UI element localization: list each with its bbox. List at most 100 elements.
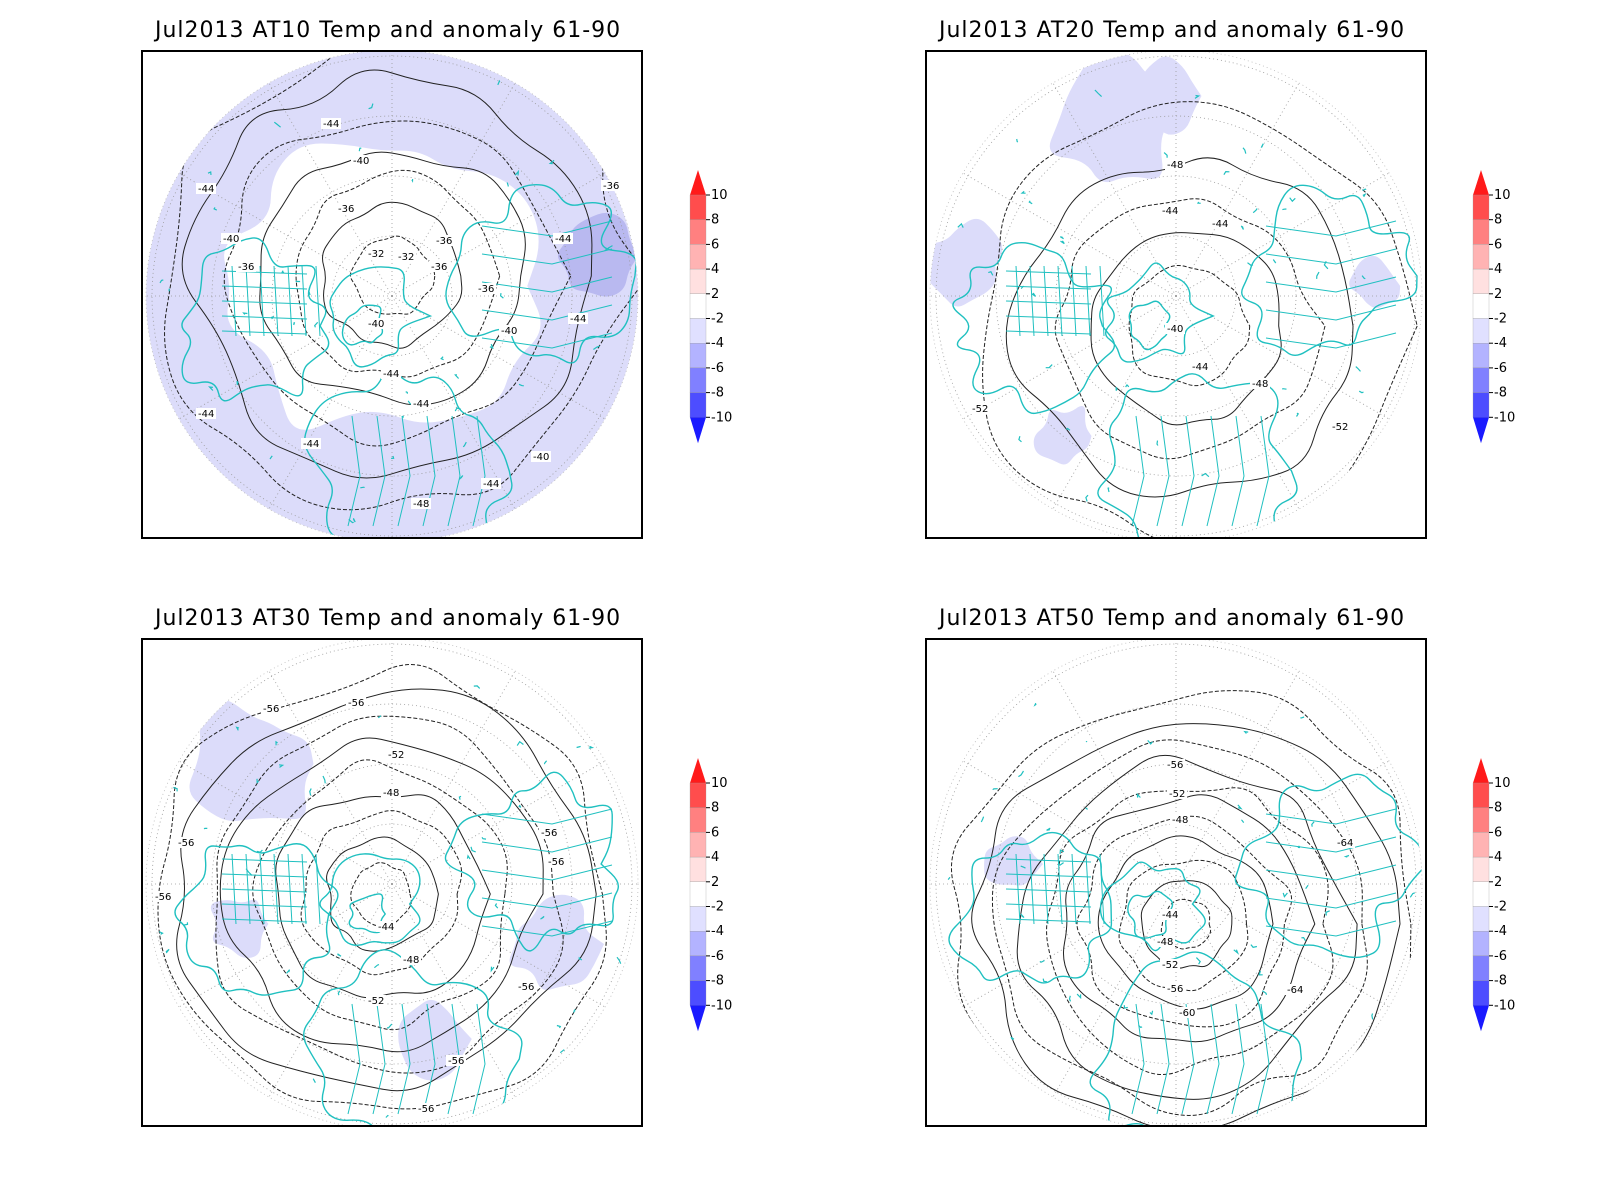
- colorbar-segment: [689, 955, 707, 981]
- contour-label: -36: [478, 284, 494, 295]
- colorbar-arrow-down: [1473, 417, 1489, 444]
- contour-label-bg: [1285, 984, 1305, 995]
- contour-label-bg: [531, 451, 551, 462]
- contour-label: -44: [303, 439, 319, 450]
- panel-title-at30: Jul2013 AT30 Temp and anomaly 61-90: [155, 606, 622, 631]
- contour-label-bg: [346, 697, 366, 708]
- contour-label: -44: [1162, 206, 1178, 217]
- coastlines: [947, 702, 1422, 1125]
- colorbar-label: 10: [711, 776, 728, 791]
- contour-label-bg: [429, 261, 449, 272]
- panel-title-at10: Jul2013 AT10 Temp and anomaly 61-90: [155, 18, 622, 43]
- contour-label: -56: [548, 857, 564, 868]
- contour-label: -64: [1287, 985, 1303, 996]
- colorbar-segment: [689, 906, 707, 932]
- contour-label: -56: [1167, 984, 1183, 995]
- colorbar-segment: [689, 980, 707, 1006]
- colorbar-label: -6: [1494, 949, 1507, 964]
- temperature-contours: [951, 690, 1412, 1125]
- anomaly-shading: [930, 52, 1401, 465]
- colorbar-label: 10: [1494, 188, 1511, 203]
- contour-label-bg: [1165, 159, 1185, 170]
- colorbar-segment: [689, 293, 707, 319]
- colorbar-segment: [1472, 906, 1490, 932]
- contour-label-bg: [1170, 814, 1190, 825]
- contour-label-bg: [321, 118, 341, 129]
- colorbar-segment: [1472, 931, 1490, 957]
- contour-label: -48: [403, 955, 419, 966]
- contour-label: -52: [1332, 422, 1348, 433]
- colorbar-label: -2: [711, 312, 724, 327]
- colorbar-label: 8: [1494, 801, 1502, 816]
- colorbar-segment: [689, 832, 707, 858]
- contour-label: -52: [388, 750, 404, 761]
- contour-label: -56: [348, 698, 364, 709]
- panel-title-at50: Jul2013 AT50 Temp and anomaly 61-90: [939, 606, 1406, 631]
- contour-label-bg: [539, 827, 559, 838]
- contour-label: -56: [541, 828, 557, 839]
- contour-label: -56: [448, 1056, 464, 1067]
- colorbar-arrow-up: [690, 758, 706, 783]
- colorbar-arrow-up: [1473, 758, 1489, 783]
- colorbar-label: -2: [1494, 312, 1507, 327]
- contour-label-bg: [301, 438, 321, 449]
- contour-label: -60: [1179, 1008, 1195, 1019]
- colorbar-segment: [689, 194, 707, 220]
- contour-label-bg: [411, 398, 431, 409]
- map-disk: [930, 640, 1422, 1125]
- colorbar-label: -8: [711, 974, 724, 989]
- colorbar-segment: [689, 244, 707, 270]
- colorbar-label: 4: [1494, 262, 1502, 277]
- contour-label-bg: [481, 478, 501, 489]
- colorbar-segment: [1472, 782, 1490, 808]
- colorbar-segment: [1472, 832, 1490, 858]
- colorbar-arrow-up: [690, 170, 706, 195]
- colorbar-at50: 10 8 6 4 2 -2 -4 -6 -8 -10: [1471, 758, 1531, 1042]
- colorbar-segment: [1472, 807, 1490, 833]
- colorbar-label: -10: [711, 998, 732, 1013]
- colorbar-segment: [1472, 293, 1490, 319]
- colorbar-at10: 10 8 6 4 2 -2 -4 -6 -8 -10: [688, 170, 748, 454]
- contour-label: -44: [378, 922, 394, 933]
- colorbar-label: 6: [1494, 237, 1502, 252]
- contour-label: -56: [418, 1104, 434, 1115]
- colorbar-label: -8: [1494, 386, 1507, 401]
- contour-label-bg: [416, 1103, 436, 1114]
- coastlines: [158, 685, 622, 1125]
- colorbar-segment: [1472, 881, 1490, 907]
- contour-label-bg: [196, 183, 216, 194]
- colorbar-segment: [689, 219, 707, 245]
- colorbar-segment: [1472, 955, 1490, 981]
- colorbar-segment: [1472, 367, 1490, 393]
- contour-label-bg: [601, 180, 621, 191]
- colorbar-label: 2: [1494, 875, 1502, 890]
- temperature-contours: [164, 52, 638, 511]
- coastlines: [952, 89, 1418, 537]
- colorbar-label: 4: [711, 262, 719, 277]
- colorbar-label: 4: [711, 850, 719, 865]
- colorbar-segment: [1472, 856, 1490, 882]
- colorbar-at20: 10 8 6 4 2 -2 -4 -6 -8 -10: [1471, 170, 1531, 454]
- contour-label: -44: [483, 479, 499, 490]
- contour-label-bg: [401, 954, 421, 965]
- contour-label: -44: [1162, 910, 1178, 921]
- contour-label: -48: [413, 499, 429, 510]
- colorbar-label: 8: [711, 213, 719, 228]
- colorbar-segment: [689, 367, 707, 393]
- contour-label-bg: [376, 921, 396, 932]
- colorbar-label: -6: [1494, 361, 1507, 376]
- contour-label-bg: [546, 856, 566, 867]
- contour-label-bg: [1335, 837, 1355, 848]
- contour-label: -36: [238, 262, 254, 273]
- contour-label: -44: [570, 314, 586, 325]
- contour-label-bg: [1160, 959, 1180, 970]
- contour-label-bg: [516, 981, 536, 992]
- colorbar-label: -4: [1494, 924, 1507, 939]
- contour-label-bg: [1160, 909, 1180, 920]
- colorbar-label: -10: [711, 410, 732, 425]
- colorbar-at30: 10 8 6 4 2 -2 -4 -6 -8 -10: [688, 758, 748, 1042]
- colorbar-segment: [1472, 318, 1490, 344]
- contour-label: -44: [1192, 362, 1208, 373]
- contour-label-bg: [366, 318, 386, 329]
- contour-label: -44: [413, 399, 429, 410]
